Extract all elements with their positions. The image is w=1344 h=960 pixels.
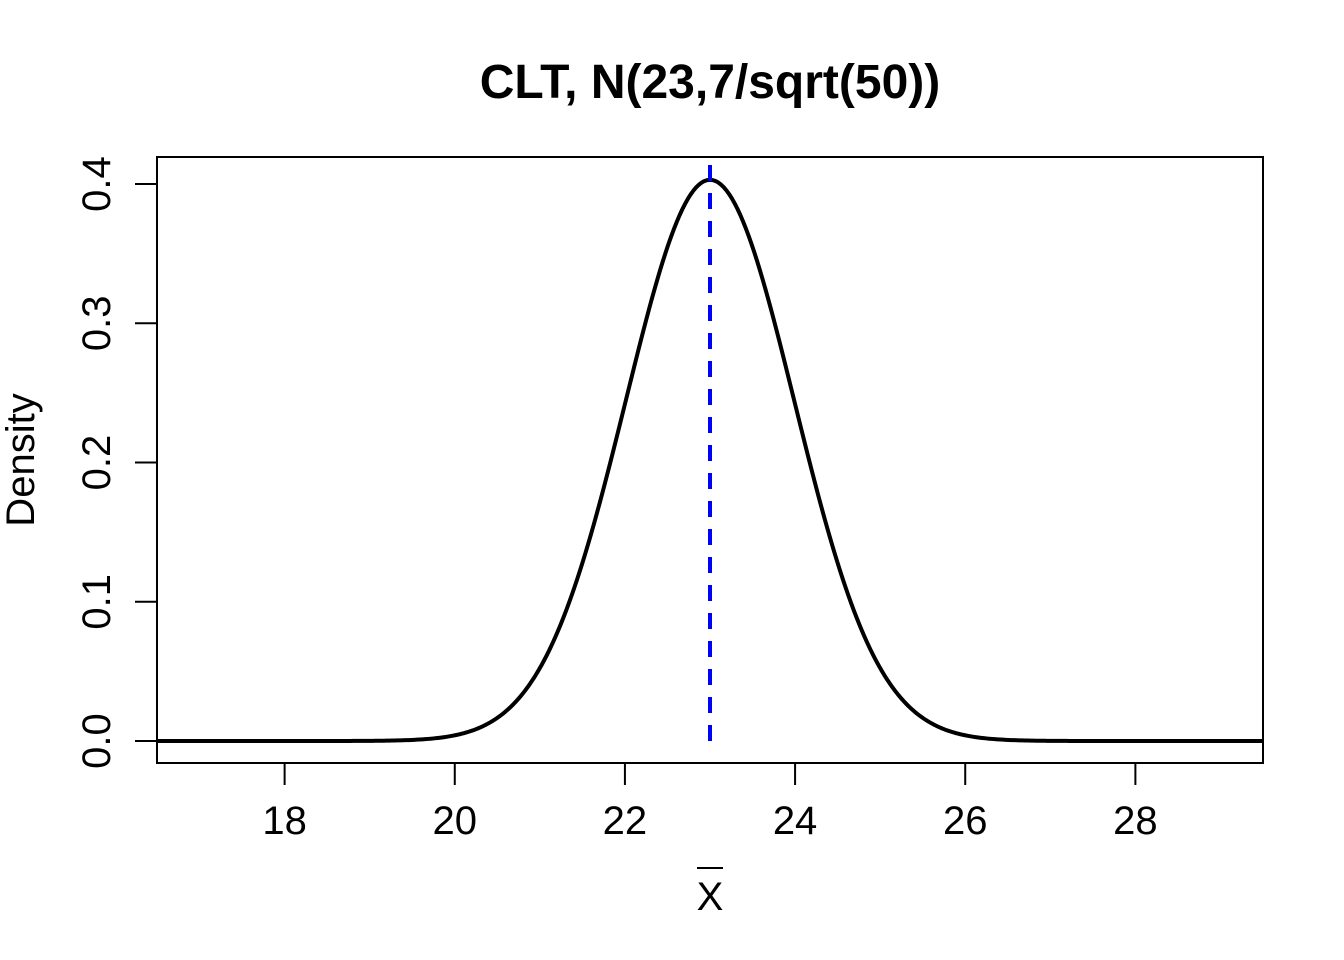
y-tick-label-4: 0.4 bbox=[75, 156, 119, 212]
x-tick-label-5: 28 bbox=[1113, 799, 1158, 843]
x-tick-label-3: 24 bbox=[773, 799, 818, 843]
x-tick-label-0: 18 bbox=[262, 799, 307, 843]
y-axis: 0.0 0.1 0.2 0.3 0.4 bbox=[75, 156, 158, 769]
y-axis-label: Density bbox=[0, 393, 43, 526]
y-tick-label-2: 0.2 bbox=[75, 435, 119, 491]
y-tick-label-1: 0.1 bbox=[75, 574, 119, 630]
x-tick-label-1: 20 bbox=[433, 799, 478, 843]
x-tick-label-2: 22 bbox=[603, 799, 648, 843]
plot-area bbox=[156, 156, 1264, 764]
x-axis-label-text: X bbox=[697, 875, 724, 919]
y-tick-label-3: 0.3 bbox=[75, 295, 119, 351]
chart-title: CLT, N(23,7/sqrt(50)) bbox=[480, 56, 941, 109]
x-tick-label-4: 26 bbox=[943, 799, 988, 843]
x-axis: 18 20 22 24 26 28 bbox=[262, 762, 1158, 843]
y-tick-label-0: 0.0 bbox=[75, 713, 119, 769]
x-axis-label: X bbox=[697, 867, 724, 919]
